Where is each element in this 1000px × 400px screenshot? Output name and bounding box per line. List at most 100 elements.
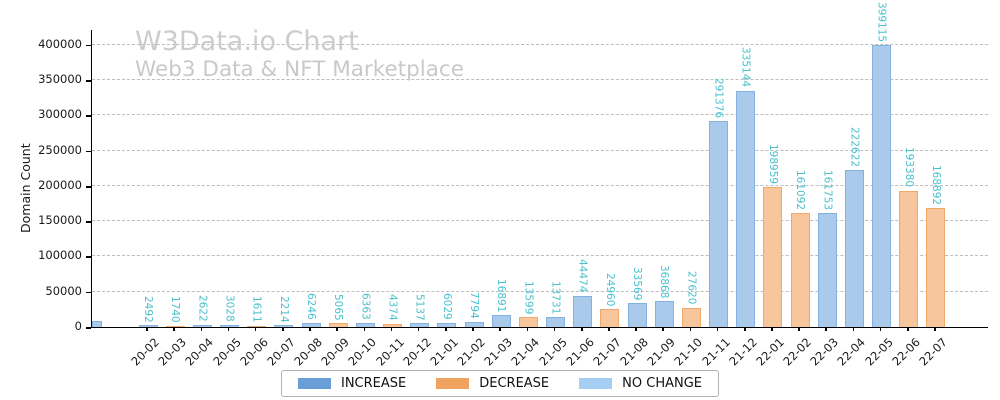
x-tick-mark: [825, 327, 828, 331]
gridline: [92, 290, 988, 292]
bar-value-label: 24960: [603, 273, 616, 307]
x-tick-label: 21-09: [644, 335, 679, 369]
bar-value-label: 161753: [821, 169, 834, 210]
bar-21-02: [464, 321, 484, 327]
y-tick-label: 300000: [38, 107, 82, 122]
bar-21-08: [627, 303, 647, 327]
bar-value-label: 291376: [712, 78, 725, 119]
x-tick-label: 22-03: [807, 335, 842, 369]
y-tick-mark: [86, 256, 91, 259]
x-tick-label: 20-07: [264, 335, 298, 369]
bar-20-11: [383, 323, 403, 327]
bar-22-06: [899, 190, 919, 327]
bar-21-12: [736, 90, 756, 327]
gridline: [92, 220, 988, 222]
bar-22-02: [790, 213, 810, 327]
x-tick-label: 20-06: [237, 335, 271, 369]
y-tick-label: 400000: [38, 36, 82, 51]
bar-value-label: 6363: [359, 292, 372, 320]
bar-value-label: 168892: [929, 164, 942, 205]
x-tick-mark: [662, 327, 665, 331]
gridline: [92, 43, 988, 45]
x-tick-label: 20-03: [155, 335, 190, 369]
x-tick-label: 21-10: [671, 335, 706, 369]
chart-subtitle: Web3 Data & NFT Marketplace: [135, 57, 464, 82]
bar-value-label: 198959: [766, 143, 779, 184]
x-tick-label: 21-02: [454, 335, 488, 369]
gridline: [92, 79, 988, 81]
x-tick-mark: [282, 327, 284, 331]
x-tick-mark: [173, 327, 175, 331]
bar-22-04: [844, 169, 864, 327]
x-tick-label: 20-08: [291, 335, 325, 369]
legend-item-no_change: NO CHANGE: [579, 376, 702, 391]
bar-20-06: [247, 325, 267, 327]
bar-22-01: [763, 186, 783, 327]
x-tick-label: 21-05: [535, 335, 570, 369]
x-tick-label: 22-01: [753, 335, 787, 369]
x-tick-mark: [934, 327, 936, 331]
x-tick-label: 21-08: [617, 335, 651, 369]
y-tick-mark: [86, 44, 91, 47]
bar-value-label: 44474: [576, 259, 589, 293]
bar-22-07: [926, 207, 946, 327]
y-tick-mark: [86, 115, 91, 117]
x-tick-label: 20-11: [372, 335, 407, 369]
x-tick-mark: [608, 327, 610, 331]
y-tick-label: 50000: [45, 283, 82, 298]
legend-box: INCREASE DECREASE NO CHANGE: [280, 370, 720, 397]
legend-label: NO CHANGE: [622, 376, 703, 391]
x-tick-mark: [771, 327, 773, 331]
x-tick-label: 20-09: [318, 335, 353, 369]
y-tick-label: 350000: [38, 72, 82, 87]
partial-clipped-bar: [92, 321, 102, 327]
x-tick-label: 22-04: [834, 335, 869, 369]
bar-value-label: 27620: [685, 271, 698, 305]
bar-value-label: 6029: [440, 293, 453, 320]
bar-21-07: [600, 309, 620, 327]
legend-item-increase: INCREASE: [297, 376, 407, 391]
bar-value-label: 5137: [413, 293, 426, 321]
bar-value-label: 2214: [277, 295, 290, 323]
x-tick-label: 20-05: [209, 335, 244, 369]
bar-21-09: [654, 301, 674, 327]
x-tick-mark: [336, 327, 338, 331]
y-tick-mark: [86, 291, 91, 294]
legend-swatch-decrease: [436, 378, 470, 389]
x-tick-label: 21-01: [427, 335, 461, 369]
bar-value-label: 335144: [739, 47, 752, 88]
y-tick-label: 0: [74, 319, 82, 333]
bar-value-label: 13599: [522, 281, 535, 315]
x-tick-label: 21-04: [508, 335, 543, 369]
x-tick-label: 20-04: [182, 335, 217, 369]
bar-21-05: [546, 317, 566, 327]
x-tick-label: 20-10: [345, 335, 380, 369]
legend-swatch-no_change: [579, 378, 613, 389]
bar-20-03: [165, 325, 185, 327]
legend-item-decrease: DECREASE: [436, 376, 549, 391]
y-tick-mark: [86, 80, 91, 82]
x-tick-label: 20-02: [128, 335, 162, 369]
x-tick-mark: [716, 327, 719, 331]
x-tick-mark: [445, 327, 447, 331]
y-tick-mark: [86, 327, 91, 329]
bar-value-label: 161092: [794, 170, 807, 211]
bar-value-label: 16891: [495, 278, 508, 313]
y-tick-mark: [86, 185, 91, 188]
bar-20-07: [274, 325, 294, 327]
x-tick-label: 20-12: [400, 335, 434, 369]
bar-22-05: [872, 45, 892, 327]
legend-label: INCREASE: [340, 376, 407, 391]
bar-value-label: 13731: [549, 280, 562, 315]
x-tick-mark: [852, 327, 855, 331]
bar-value-label: 3028: [223, 295, 236, 322]
x-tick-mark: [743, 327, 746, 331]
gridline: [92, 184, 988, 186]
x-tick-mark: [580, 327, 583, 331]
bar-value-label: 399115: [875, 2, 888, 43]
x-tick-label: 21-11: [698, 335, 733, 369]
bar-value-label: 2492: [142, 295, 154, 323]
bar-20-08: [301, 322, 321, 327]
bar-20-12: [410, 323, 430, 327]
x-tick-mark: [499, 327, 501, 331]
